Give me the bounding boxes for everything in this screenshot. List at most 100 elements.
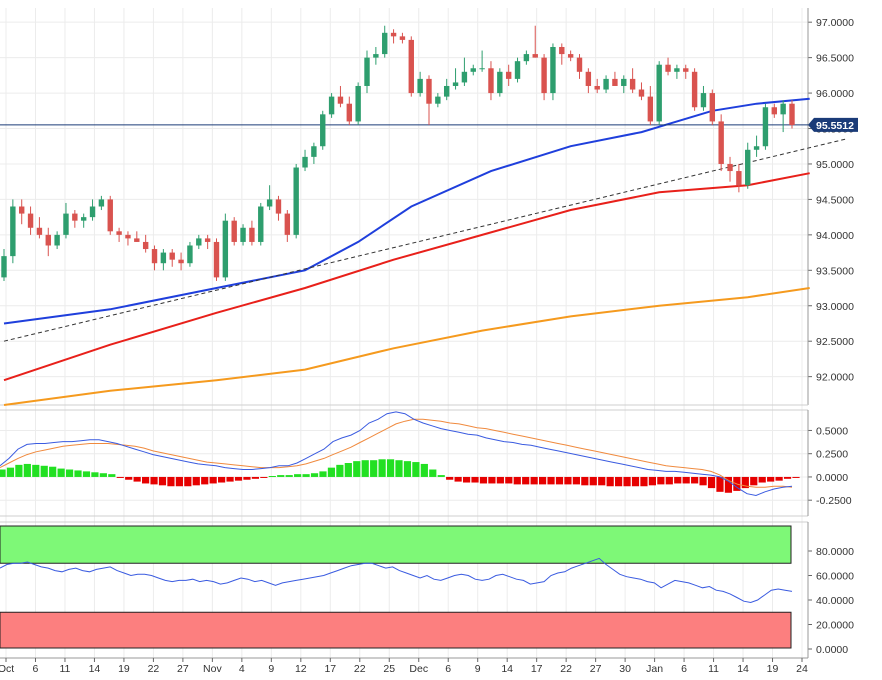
- macd-line: [0, 411, 793, 497]
- price-y-tick-label: 93.5000: [816, 265, 854, 277]
- macd-histogram-bar: [429, 469, 437, 477]
- candle-body: [45, 234, 51, 246]
- x-tick-label: Dec: [409, 663, 428, 675]
- candle-body: [249, 227, 255, 242]
- macd-histogram-bar: [251, 476, 260, 479]
- candle-body: [576, 57, 583, 72]
- candle-body: [1, 256, 7, 278]
- rsi-line: [0, 557, 793, 604]
- x-tick-label: 17: [324, 663, 336, 675]
- macd-histogram-bar: [783, 476, 792, 479]
- candle-body: [27, 213, 34, 228]
- candle-body: [328, 96, 335, 115]
- candle-body: [665, 64, 671, 72]
- candle-body: [125, 234, 131, 239]
- candle-body: [762, 107, 769, 147]
- candle-body: [63, 213, 69, 235]
- macd-histogram-bar: [133, 476, 141, 482]
- macd-histogram-bar: [378, 459, 386, 477]
- macd-histogram-bar: [496, 476, 504, 484]
- rsi-y-tick-label: 0.0000: [816, 644, 848, 656]
- candle-body: [585, 71, 592, 86]
- macd-histogram-bar: [454, 476, 462, 482]
- candle-body: [187, 245, 193, 264]
- macd-histogram-bar: [555, 476, 564, 485]
- candle-body: [753, 146, 760, 150]
- macd-histogram-bar: [420, 463, 428, 477]
- macd-histogram-bar: [184, 476, 192, 487]
- price-y-tick-label: 92.0000: [816, 372, 854, 384]
- x-tick-label: 14: [737, 663, 749, 675]
- macd-histogram-bar: [294, 474, 302, 477]
- candle-body: [231, 220, 237, 242]
- x-tick-label: 17: [531, 663, 543, 675]
- macd-histogram-bar: [260, 476, 268, 478]
- candle-body: [638, 89, 645, 97]
- x-tick-label: 22: [148, 663, 160, 675]
- macd-histogram-bar: [125, 476, 133, 480]
- candle-body: [497, 71, 503, 94]
- macd-histogram-bar: [23, 463, 31, 477]
- last-price-tag: [808, 117, 858, 132]
- candle-body: [718, 121, 724, 164]
- price-plot-area: [0, 8, 808, 405]
- macd-histogram-bar: [741, 476, 749, 489]
- macd-histogram-bar: [370, 460, 378, 477]
- macd-histogram-bar: [344, 463, 352, 477]
- candle-body: [647, 96, 654, 122]
- price-y-tick-label: 94.0000: [816, 230, 854, 242]
- candle-body: [258, 206, 264, 242]
- macd-histogram-bar: [657, 476, 665, 485]
- macd-histogram-bar: [361, 460, 369, 477]
- x-tick-label: 4: [239, 663, 245, 675]
- candle-body: [461, 71, 468, 83]
- macd-histogram-bar: [758, 476, 766, 483]
- candle-body: [36, 227, 43, 235]
- macd-y-tick-label: -0.2500: [816, 495, 852, 507]
- candle-body: [293, 167, 299, 235]
- macd-y-tick-label: 0.0000: [816, 472, 848, 484]
- macd-histogram-bar: [209, 476, 217, 484]
- macd-histogram-bar: [640, 476, 648, 487]
- macd-histogram-bar: [792, 476, 800, 478]
- candle-body: [266, 199, 273, 207]
- macd-histogram-bar: [82, 471, 91, 477]
- macd-histogram-bar: [648, 476, 657, 486]
- macd-histogram-bar: [108, 474, 116, 477]
- macd-histogram-bar: [691, 476, 699, 484]
- candle-body: [789, 103, 795, 125]
- x-axis: Oct 6 11 14 19 22 27 Nov 4 9 12 17 22 25 Dec 6 9 14 17 22 27…: [0, 657, 808, 675]
- macd-histogram-bar: [505, 476, 513, 484]
- candle-body: [700, 93, 707, 108]
- candle-body: [311, 146, 317, 157]
- macd-histogram-bar: [699, 476, 707, 486]
- candle-body: [541, 57, 547, 94]
- candle-body: [612, 78, 618, 86]
- rsi-y-tick-label: 20.0000: [816, 620, 854, 632]
- x-tick-label: 19: [118, 663, 130, 675]
- macd-histogram-bar: [57, 468, 65, 477]
- candle-body: [72, 213, 78, 221]
- macd-histogram-bar: [302, 474, 310, 477]
- macd-histogram-bar: [285, 475, 293, 477]
- macd-histogram-bar: [471, 476, 479, 483]
- macd-histogram-bar: [218, 476, 226, 483]
- candle-body: [19, 206, 25, 214]
- candle-body: [98, 199, 105, 207]
- macd-histogram-bar: [6, 467, 15, 477]
- x-tick-label: 30: [619, 663, 631, 675]
- macd-histogram-bar: [167, 476, 175, 487]
- macd-histogram-bar: [665, 476, 673, 485]
- macd-histogram-bar: [116, 476, 124, 478]
- macd-histogram-bar: [319, 471, 327, 477]
- macd-histogram-bar: [243, 476, 251, 480]
- candle-body: [621, 78, 627, 86]
- macd-histogram-bar: [716, 476, 724, 492]
- candle-body: [727, 163, 733, 172]
- candle-body: [240, 227, 246, 242]
- candle-body: [683, 68, 689, 72]
- macd-histogram-bar: [40, 465, 48, 477]
- rsi-y-tick-label: 60.0000: [816, 571, 854, 583]
- candle-body: [771, 107, 777, 115]
- macd-histogram-bar: [234, 476, 243, 481]
